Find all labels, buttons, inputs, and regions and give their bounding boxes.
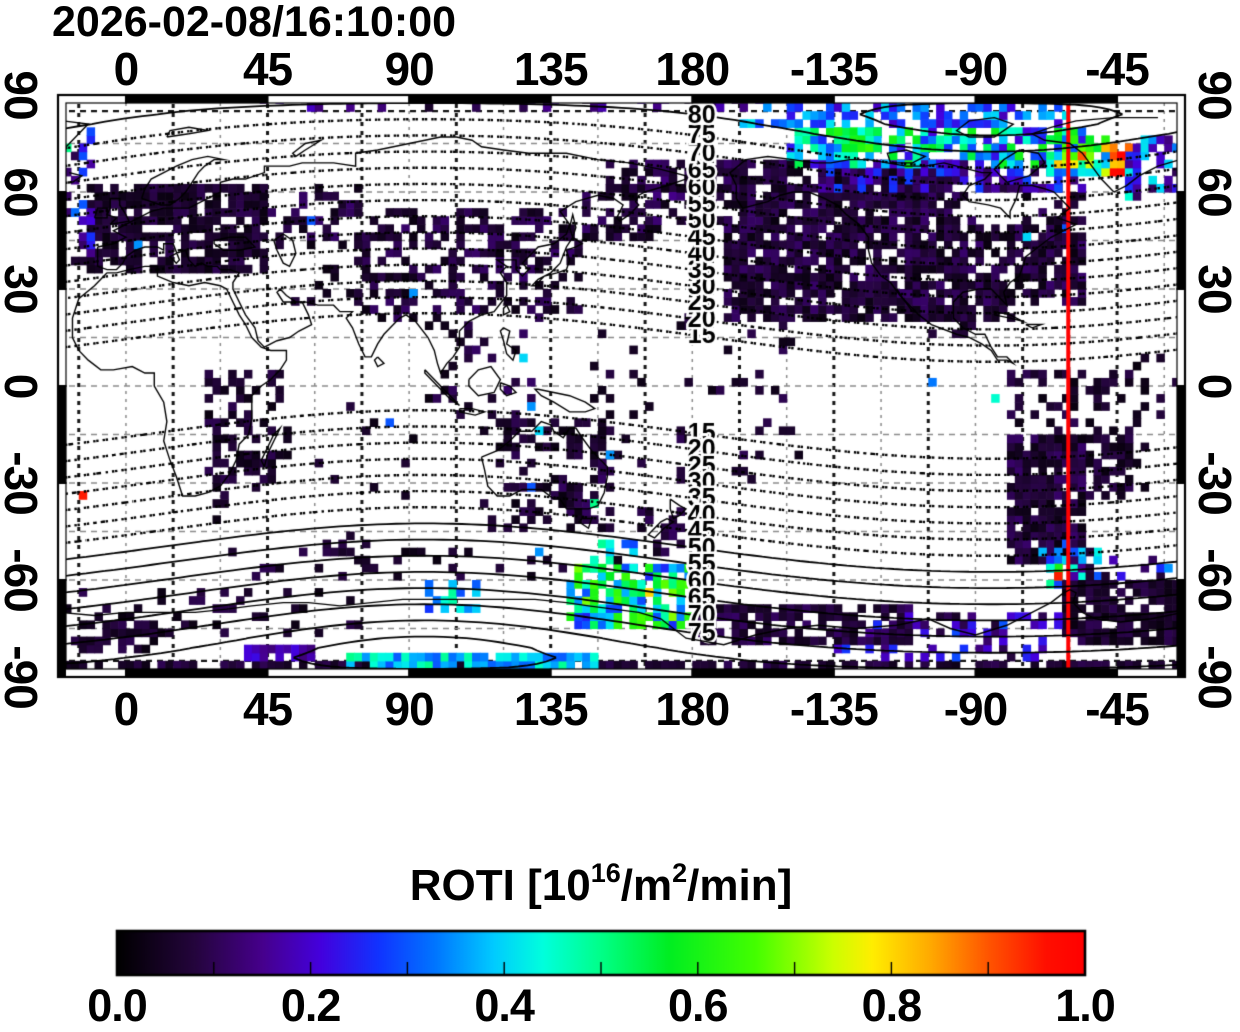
right-axis-tick-30: 30 bbox=[1189, 264, 1240, 314]
left-axis-tick--30: -30 bbox=[0, 451, 47, 515]
right-axis-tick-0: 0 bbox=[1189, 373, 1240, 399]
bottom-axis-tick--45: -45 bbox=[1085, 683, 1149, 735]
top-axis-tick-90: 90 bbox=[384, 43, 435, 95]
top-axis-tick-45: 45 bbox=[242, 43, 293, 95]
colorbar-title-suffix: /min] bbox=[687, 861, 793, 910]
left-axis-tick-30: 30 bbox=[0, 264, 47, 314]
colorbar-title-prefix: ROTI [10 bbox=[409, 861, 591, 910]
bottom-axis-tick-45: 45 bbox=[242, 683, 293, 735]
right-axis-tick-90: 90 bbox=[1189, 70, 1240, 120]
colorbar-title-exponent-2: 2 bbox=[672, 858, 688, 888]
colorbar-tick-0.2: 0.2 bbox=[280, 980, 342, 1031]
colorbar-title: ROTI [1016/m2/min] bbox=[410, 858, 792, 911]
top-axis-tick--90: -90 bbox=[943, 43, 1008, 95]
right-axis-tick-60: 60 bbox=[1189, 167, 1240, 217]
bottom-axis-tick--135: -135 bbox=[789, 683, 879, 735]
bottom-axis-tick-180: 180 bbox=[655, 683, 730, 735]
left-axis-tick-60: 60 bbox=[0, 167, 47, 217]
left-axis-tick-0: 0 bbox=[0, 373, 47, 399]
colorbar-tick-0.0: 0.0 bbox=[87, 980, 148, 1031]
bottom-axis-tick-135: 135 bbox=[513, 683, 589, 735]
top-axis-tick-180: 180 bbox=[655, 43, 730, 95]
bottom-axis-tick-90: 90 bbox=[384, 683, 435, 735]
colorbar-tick-0.6: 0.6 bbox=[668, 980, 729, 1031]
top-axis-tick--45: -45 bbox=[1085, 43, 1149, 95]
colorbar-tick-1.0: 1.0 bbox=[1055, 980, 1116, 1031]
bottom-axis-tick--90: -90 bbox=[943, 683, 1008, 735]
right-axis-tick--90: -90 bbox=[1189, 645, 1240, 709]
right-axis-tick--30: -30 bbox=[1189, 451, 1240, 515]
plot-timestamp-title: 2026-02-08/16:10:00 bbox=[52, 0, 457, 46]
left-axis-tick--90: -90 bbox=[0, 645, 47, 709]
left-axis-tick--60: -60 bbox=[0, 548, 47, 612]
colorbar-tick-0.4: 0.4 bbox=[474, 980, 535, 1031]
top-axis-tick-135: 135 bbox=[513, 43, 589, 95]
left-axis-tick-90: 90 bbox=[0, 70, 47, 120]
right-axis-tick--60: -60 bbox=[1189, 548, 1240, 612]
colorbar-title-exponent: 16 bbox=[590, 858, 621, 888]
top-axis-tick--135: -135 bbox=[789, 43, 879, 95]
bottom-axis-tick-0: 0 bbox=[113, 683, 140, 735]
top-axis-tick-0: 0 bbox=[113, 43, 140, 95]
colorbar-title-mid: /m bbox=[620, 861, 673, 910]
colorbar-tick-0.8: 0.8 bbox=[861, 980, 923, 1031]
